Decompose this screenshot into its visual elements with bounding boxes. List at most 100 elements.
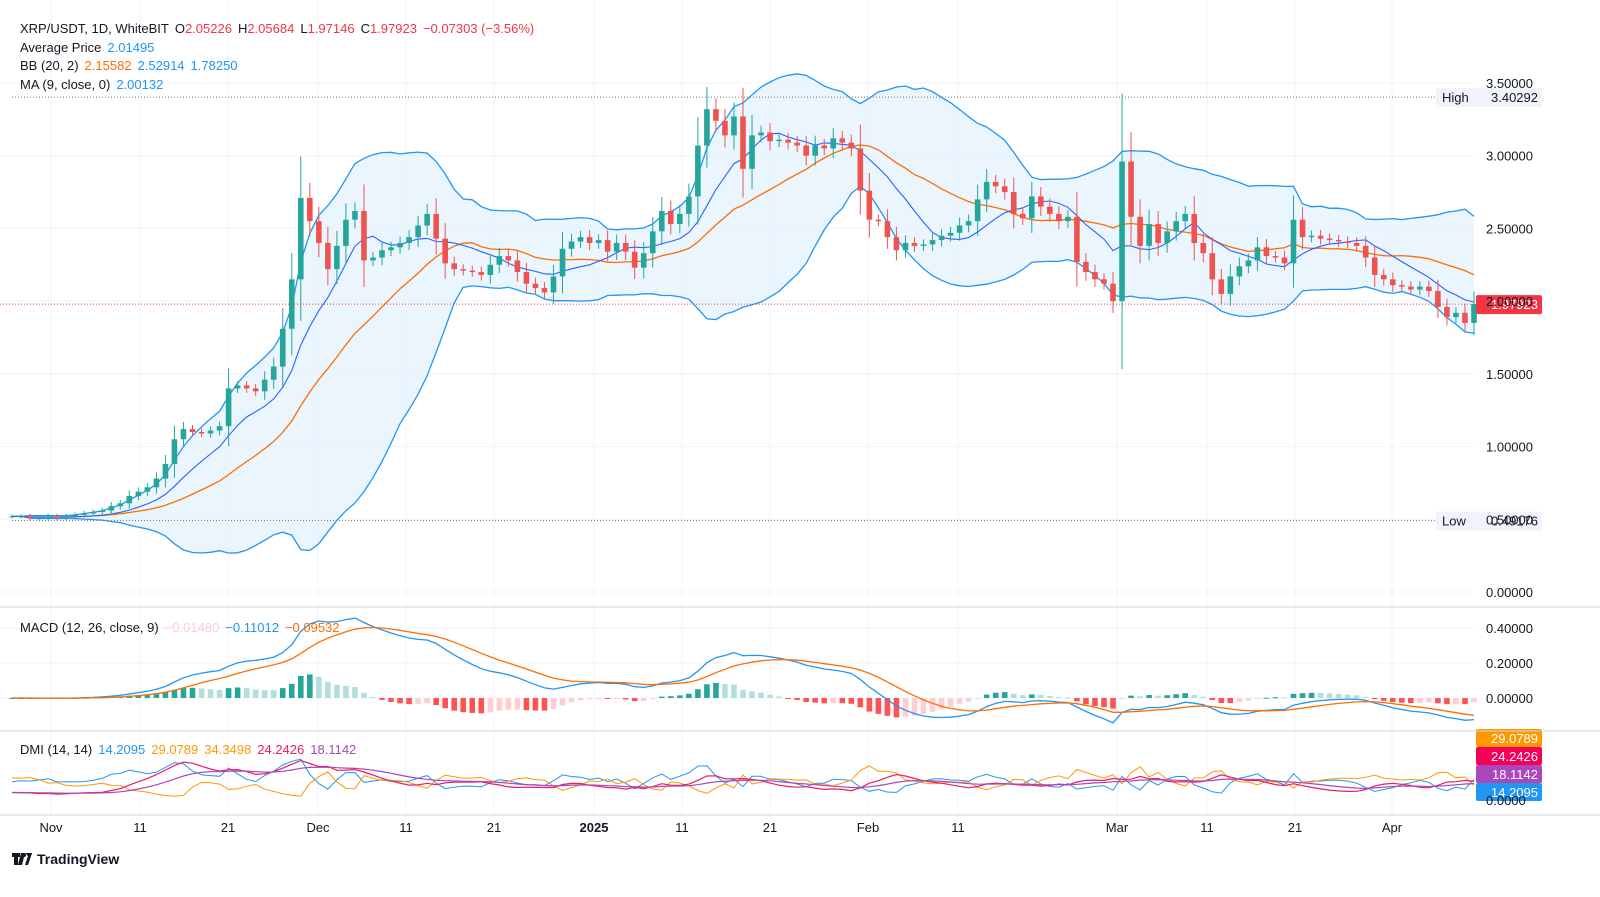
macd-histogram-bar: [1254, 698, 1261, 699]
candle-body: [695, 145, 701, 197]
candle-body: [920, 244, 927, 246]
candle-body: [406, 237, 412, 243]
candle-body: [830, 138, 837, 149]
candle-body: [451, 263, 458, 270]
dmi-b-value: 18.1142: [310, 742, 357, 757]
candle-body: [343, 219, 349, 246]
macd-histogram-bar: [1227, 698, 1234, 704]
ma-label[interactable]: MA (9, close, 0): [20, 77, 111, 92]
dmi-minus-line: [11, 765, 1475, 797]
candle-body: [1101, 279, 1107, 284]
avg-price-value: 2.01495: [107, 40, 155, 55]
brand-label: TradingView: [37, 851, 120, 867]
candle-body: [505, 256, 512, 261]
macd-histogram-bar: [812, 698, 818, 703]
macd-histogram-bar: [379, 698, 385, 700]
macd-histogram-bar: [487, 698, 494, 713]
macd-histogram-bar: [1362, 696, 1369, 698]
macd-histogram-bar: [297, 675, 304, 698]
macd-histogram-bar: [1146, 695, 1152, 698]
bb-lower-line: [12, 185, 1475, 554]
candle-body: [1019, 213, 1026, 219]
macd-histogram-bar: [1200, 696, 1207, 698]
dmi-value-box: [1476, 747, 1542, 765]
candle-body: [1353, 242, 1360, 246]
bb-label[interactable]: BB (20, 2): [20, 58, 79, 73]
macd-histogram-bar: [334, 684, 340, 698]
candle-body: [27, 516, 33, 518]
macd-histogram-bar: [352, 686, 358, 698]
macd-label[interactable]: MACD (12, 26, close, 9): [20, 620, 159, 635]
macd-histogram-bar: [577, 698, 584, 701]
candle-body: [749, 135, 755, 169]
candle-body: [108, 506, 115, 511]
macd-histogram-bar: [794, 698, 800, 700]
dmi-label[interactable]: DMI (14, 14): [20, 742, 93, 757]
macd-histogram-bar: [1426, 698, 1432, 703]
candle-body: [352, 210, 358, 220]
candle-body: [325, 242, 331, 270]
candle-body: [442, 238, 448, 264]
candle-body: [776, 139, 782, 142]
macd-histogram-bar: [613, 698, 620, 699]
macd-histogram-bar: [1317, 692, 1324, 698]
candle-body: [740, 116, 746, 169]
macd-histogram-bar: [740, 689, 746, 698]
candle-body: [758, 132, 764, 136]
avg-price-label[interactable]: Average Price: [20, 40, 102, 55]
candle-body: [433, 213, 439, 239]
macd-histogram-bar: [1371, 698, 1378, 700]
candle-body: [297, 197, 304, 280]
macd-histogram-bar: [839, 698, 846, 704]
macd-histogram-bar: [1245, 698, 1252, 701]
candle-body: [929, 240, 936, 245]
x-tick-label: Mar: [1106, 820, 1129, 835]
x-tick-label: 21: [763, 820, 777, 835]
macd-histogram-bar: [1408, 698, 1414, 704]
macd-histogram-bar: [929, 698, 936, 712]
macd-histogram-bar: [1389, 698, 1396, 703]
macd-histogram-bar: [514, 698, 521, 710]
tradingview-brand[interactable]: TradingView: [12, 851, 119, 867]
candle-body: [81, 513, 87, 515]
close-value: 1.97923: [369, 21, 417, 36]
y-tick-label: 3.50000: [1486, 76, 1533, 91]
candle-body: [839, 138, 846, 143]
macd-histogram-bar: [1444, 698, 1450, 705]
dmi-adx-value: 34.3498: [204, 742, 252, 757]
low-marker-value: 0.49176: [1491, 513, 1538, 528]
x-tick-label: Feb: [857, 820, 879, 835]
x-tick-label: 21: [1288, 820, 1302, 835]
x-tick-label: 21: [487, 820, 501, 835]
macd-histogram-bar: [442, 698, 448, 709]
candle-body: [577, 237, 584, 242]
macd-histogram-bar: [884, 698, 891, 716]
macd-histogram-bar: [1083, 698, 1089, 705]
candle-body: [370, 257, 376, 261]
dmi-value-label: 29.0789: [1491, 731, 1538, 746]
candle-body: [1408, 286, 1414, 290]
candle-body: [1290, 219, 1297, 264]
macd-histogram-bar: [559, 698, 566, 706]
macd-histogram-bar: [1453, 698, 1459, 704]
candle-body: [893, 237, 900, 251]
candle-body: [1236, 266, 1243, 277]
candle-body: [1155, 224, 1161, 243]
tradingview-logo-icon: [12, 853, 32, 865]
macd-histogram-bar: [1299, 693, 1306, 698]
macd-histogram-bar: [198, 688, 205, 698]
macd-histogram-bar: [893, 698, 900, 718]
candle-body: [460, 269, 467, 271]
macd-histogram-bar: [1308, 692, 1315, 698]
macd-histogram-bar: [1471, 698, 1477, 703]
candle-body: [1426, 286, 1432, 291]
symbol-label[interactable]: XRP/USDT, 1D, WhiteBIT: [20, 21, 169, 36]
macd-histogram-bar: [595, 698, 602, 699]
candle-body: [162, 464, 169, 479]
macd-histogram-bar: [243, 688, 250, 698]
macd-histogram-bar: [604, 698, 611, 700]
candle-body: [261, 379, 268, 392]
candle-body: [117, 503, 124, 507]
bb-fill: [12, 73, 1474, 554]
